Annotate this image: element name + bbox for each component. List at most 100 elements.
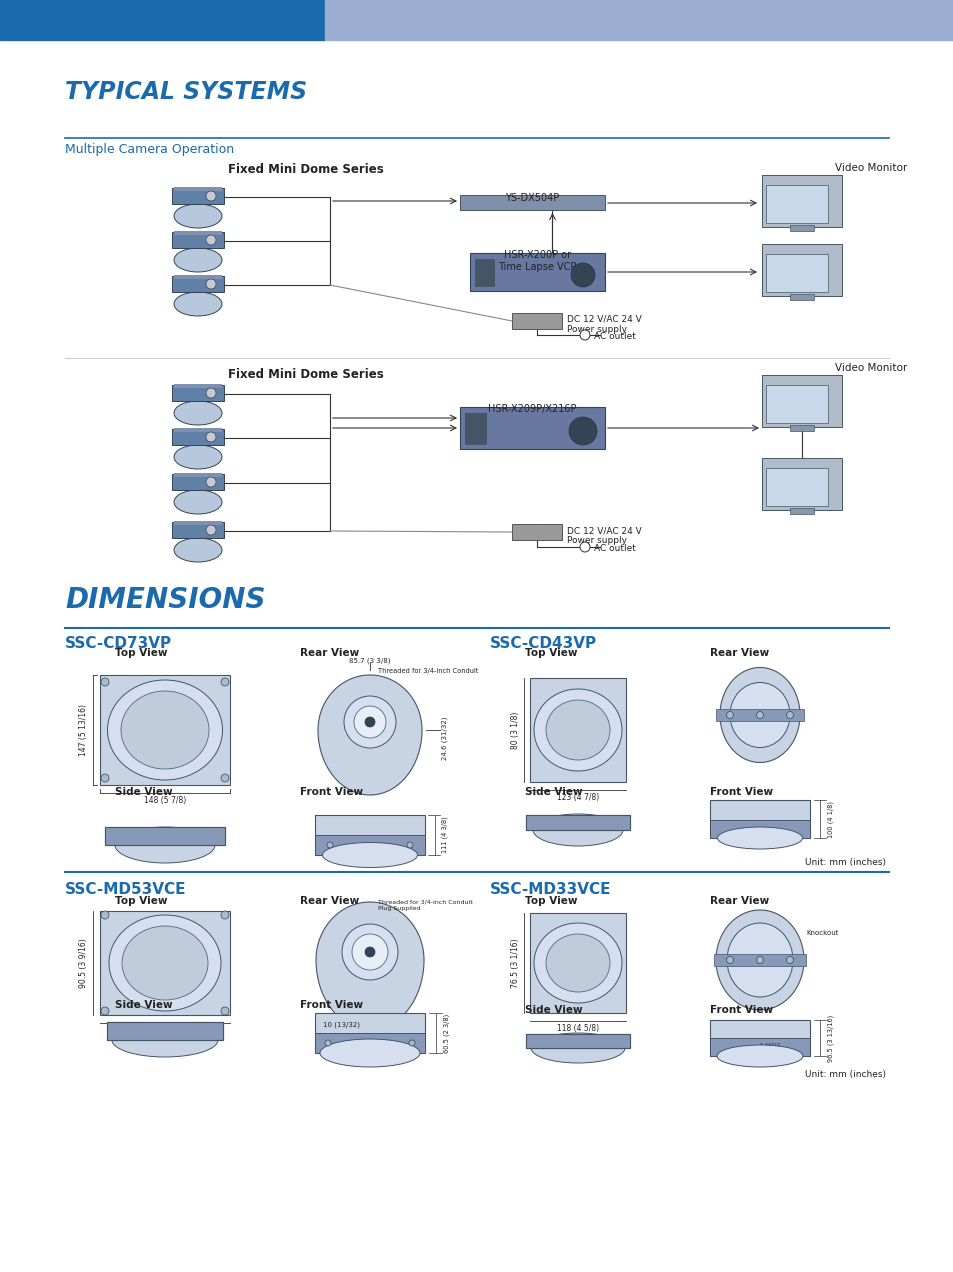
- Text: 10 (13/32): 10 (13/32): [323, 1021, 360, 1029]
- Ellipse shape: [173, 248, 222, 272]
- Circle shape: [365, 717, 375, 728]
- Ellipse shape: [108, 681, 222, 780]
- Text: Front View: Front View: [299, 787, 363, 798]
- Bar: [107, 1021, 223, 1040]
- Text: Unit: mm (inches): Unit: mm (inches): [804, 1070, 885, 1079]
- Text: Rear View: Rear View: [299, 895, 359, 906]
- Bar: [459, 407, 604, 449]
- Text: Unit: mm (inches): Unit: mm (inches): [804, 859, 885, 868]
- Circle shape: [221, 1007, 229, 1015]
- Text: Top View: Top View: [524, 895, 577, 906]
- Bar: [470, 253, 604, 291]
- Circle shape: [571, 263, 595, 287]
- Text: HSR-X209P/X216P: HSR-X209P/X216P: [488, 404, 577, 413]
- Bar: [459, 195, 604, 210]
- Bar: [525, 1034, 629, 1048]
- Circle shape: [206, 191, 215, 201]
- Text: 118 (4 5/8): 118 (4 5/8): [557, 1024, 598, 1033]
- Text: Threaded for 3/4-inch Conduit
Plug Supplied: Threaded for 3/4-inch Conduit Plug Suppl…: [377, 901, 473, 911]
- Text: 76.5 (3 1/16): 76.5 (3 1/16): [511, 939, 519, 988]
- Bar: [173, 232, 222, 235]
- Text: Video Monitor: Video Monitor: [834, 363, 906, 373]
- Circle shape: [206, 388, 215, 398]
- Bar: [761, 375, 841, 427]
- Text: 60.5 (2 3/8): 60.5 (2 3/8): [443, 1014, 450, 1053]
- Text: Side View: Side View: [524, 1005, 582, 1015]
- Text: YS-DX504P: YS-DX504P: [505, 193, 559, 204]
- Bar: [789, 294, 813, 300]
- Circle shape: [352, 934, 388, 971]
- Bar: [709, 800, 809, 838]
- Circle shape: [726, 957, 733, 963]
- Bar: [789, 225, 813, 232]
- Text: 24.6 (31/32): 24.6 (31/32): [441, 716, 448, 759]
- Ellipse shape: [717, 827, 801, 848]
- Text: 85.7 (3 3/8): 85.7 (3 3/8): [349, 658, 391, 664]
- Bar: [173, 427, 222, 432]
- Bar: [713, 954, 805, 965]
- Text: Top View: Top View: [115, 647, 168, 658]
- Circle shape: [206, 279, 215, 289]
- Ellipse shape: [720, 668, 800, 762]
- Ellipse shape: [122, 926, 208, 1000]
- Bar: [107, 1021, 223, 1040]
- Bar: [475, 259, 495, 287]
- Ellipse shape: [729, 683, 789, 748]
- Text: AC outlet: AC outlet: [594, 332, 636, 341]
- Circle shape: [325, 1040, 331, 1046]
- Bar: [765, 184, 827, 223]
- Circle shape: [221, 911, 229, 918]
- PathPatch shape: [315, 902, 423, 1030]
- Circle shape: [756, 711, 762, 719]
- Bar: [173, 187, 222, 191]
- Text: SSC-CD43VP: SSC-CD43VP: [490, 636, 597, 651]
- Text: 80 (3 1/8): 80 (3 1/8): [511, 711, 519, 749]
- Circle shape: [785, 711, 793, 719]
- Bar: [716, 709, 803, 721]
- Text: Front View: Front View: [299, 1000, 363, 1010]
- Bar: [761, 458, 841, 510]
- Bar: [173, 473, 222, 477]
- Text: Knockout: Knockout: [805, 930, 838, 936]
- Ellipse shape: [121, 691, 209, 770]
- Text: Side View: Side View: [115, 787, 172, 798]
- Bar: [765, 468, 827, 506]
- Text: Top View: Top View: [524, 647, 577, 658]
- Text: Side View: Side View: [524, 787, 582, 798]
- Ellipse shape: [717, 1046, 802, 1067]
- Text: Front View: Front View: [709, 1005, 772, 1015]
- Bar: [172, 522, 224, 538]
- Ellipse shape: [545, 700, 609, 759]
- Text: DC 12 V/AC 24 V
Power supply: DC 12 V/AC 24 V Power supply: [566, 527, 641, 546]
- Text: Rear View: Rear View: [709, 895, 768, 906]
- Bar: [314, 1013, 424, 1053]
- Text: Multiple Camera Operation: Multiple Camera Operation: [65, 142, 233, 156]
- Bar: [709, 1038, 809, 1056]
- Text: Side View: Side View: [115, 1000, 172, 1010]
- Text: Fixed Mini Dome Series: Fixed Mini Dome Series: [228, 368, 383, 382]
- Bar: [512, 524, 561, 541]
- Text: Threaded for 3/4-inch Conduit: Threaded for 3/4-inch Conduit: [377, 668, 477, 674]
- Bar: [105, 827, 225, 845]
- Circle shape: [344, 696, 395, 748]
- Circle shape: [409, 1040, 415, 1046]
- Bar: [105, 827, 225, 845]
- Ellipse shape: [173, 293, 222, 315]
- Text: A-MOS: A-MOS: [758, 1043, 781, 1049]
- Circle shape: [365, 946, 375, 957]
- Circle shape: [206, 235, 215, 245]
- Text: SSC-CD73VP: SSC-CD73VP: [65, 636, 172, 651]
- Circle shape: [221, 773, 229, 782]
- Circle shape: [206, 525, 215, 536]
- Ellipse shape: [726, 923, 792, 997]
- Bar: [512, 313, 561, 329]
- Ellipse shape: [319, 1039, 419, 1067]
- Bar: [172, 232, 224, 248]
- Circle shape: [206, 432, 215, 441]
- Circle shape: [341, 923, 397, 979]
- Bar: [172, 385, 224, 401]
- Text: SSC-MD53VCE: SSC-MD53VCE: [65, 881, 186, 897]
- Bar: [325, 0, 953, 39]
- Bar: [172, 276, 224, 293]
- Text: Fixed Mini Dome Series: Fixed Mini Dome Series: [228, 163, 383, 176]
